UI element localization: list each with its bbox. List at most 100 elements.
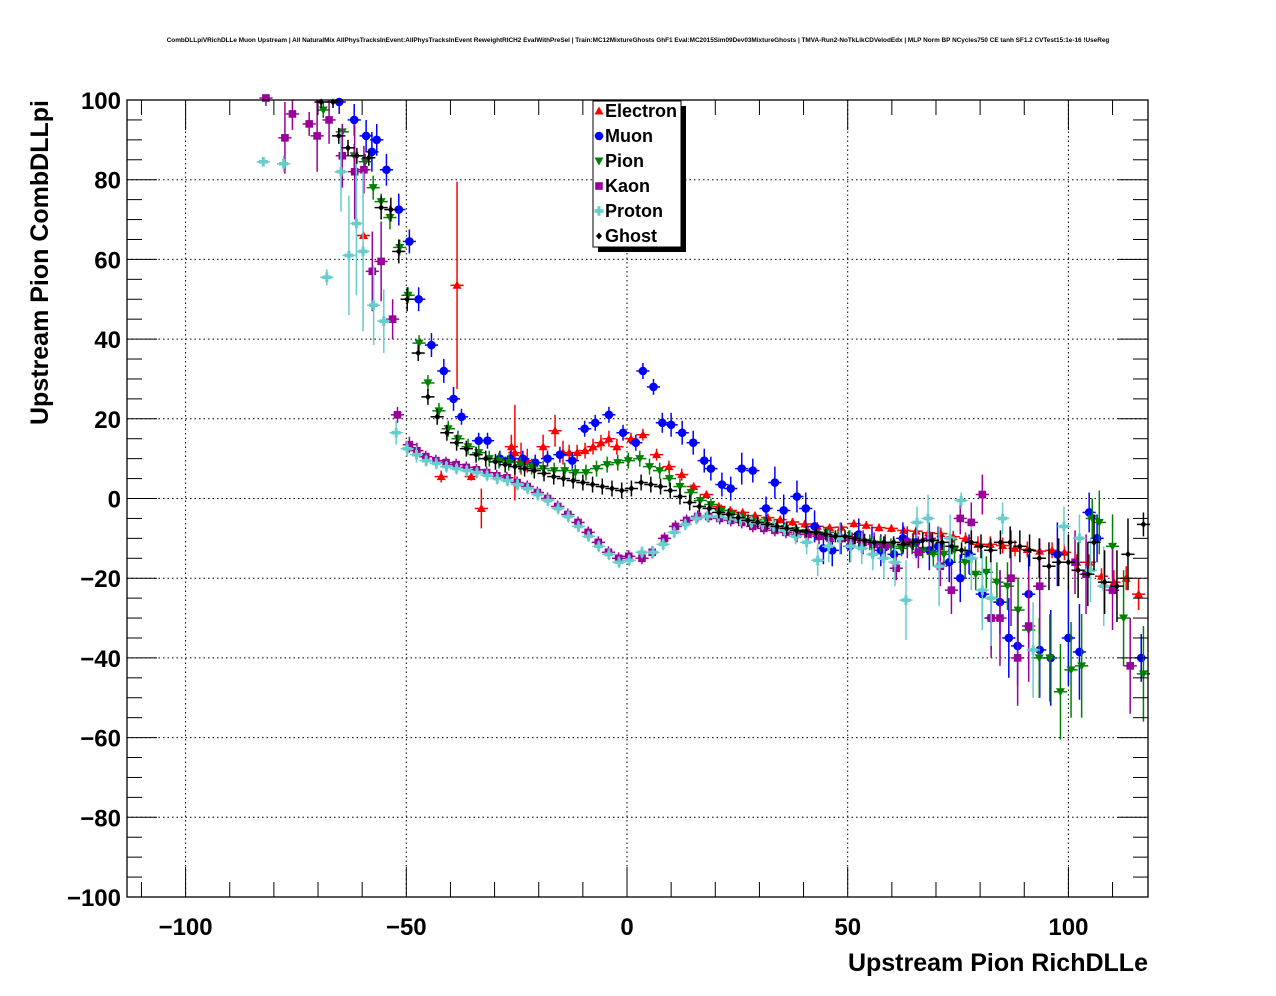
kaon-marker <box>967 518 976 527</box>
pion-marker <box>403 291 413 300</box>
proton-point <box>377 289 391 354</box>
y-tick-label: 100 <box>81 88 121 115</box>
ghost-marker <box>958 546 965 554</box>
proton-point <box>500 474 514 487</box>
x-tick-label: 50 <box>834 914 861 941</box>
electron-marker <box>538 442 548 451</box>
ghost-marker <box>365 154 372 162</box>
ghost-point <box>906 534 920 551</box>
proton-marker <box>543 495 553 506</box>
y-tick-label: 0 <box>108 487 121 514</box>
ghost-marker <box>861 536 868 544</box>
pion-point <box>421 374 435 391</box>
electron-point <box>897 525 911 535</box>
pion-point <box>412 335 426 352</box>
proton-marker <box>482 470 492 481</box>
legend-marker-proton <box>594 206 604 216</box>
pion-marker <box>443 425 453 434</box>
ghost-marker <box>1124 550 1131 558</box>
pion-point <box>579 464 593 481</box>
ghost-point <box>974 534 988 559</box>
muon-marker <box>349 115 359 125</box>
ghost-marker <box>706 504 713 512</box>
electron-point <box>536 434 550 459</box>
electron-point <box>610 438 624 455</box>
proton-marker <box>945 533 955 544</box>
kaon-marker <box>956 514 965 523</box>
ghost-marker <box>531 467 538 475</box>
pion-marker <box>1034 654 1044 663</box>
ghost-marker <box>725 510 732 518</box>
kaon-marker <box>978 490 987 499</box>
pion-marker <box>1077 662 1087 671</box>
kaon-marker <box>262 94 270 102</box>
proton-marker <box>813 555 823 566</box>
pion-marker <box>423 379 433 388</box>
ghost-point <box>770 520 784 533</box>
ghost-point <box>498 456 512 473</box>
electron-point <box>602 430 616 447</box>
muon-marker <box>706 464 716 473</box>
proton-point <box>1083 538 1098 603</box>
proton-point <box>561 510 575 523</box>
pion-point <box>316 101 330 118</box>
ghost-point <box>721 508 736 521</box>
pion-marker <box>602 461 612 470</box>
proton-point <box>822 530 836 563</box>
legend-marker-muon <box>594 131 604 141</box>
muon-point <box>446 386 461 411</box>
kaon-marker <box>313 132 321 140</box>
proton-marker <box>724 513 734 524</box>
legend-marker-pion <box>594 157 604 166</box>
ghost-marker <box>1101 578 1108 586</box>
proton-point <box>689 512 703 525</box>
y-tick-label: 60 <box>94 247 121 274</box>
proton-point <box>389 420 403 445</box>
electron-point <box>996 537 1010 554</box>
ghost-marker <box>560 475 567 483</box>
kaon-marker <box>325 116 333 124</box>
pion-point <box>611 454 625 471</box>
legend-label: Electron <box>605 101 677 121</box>
proton-marker <box>391 427 401 438</box>
electron-marker <box>588 442 598 451</box>
proton-point <box>602 548 616 561</box>
ghost-marker <box>1055 558 1062 566</box>
legend-entry-pion: Pion <box>594 151 644 171</box>
pion-marker <box>581 469 591 478</box>
ghost-point <box>731 511 745 524</box>
electron-marker <box>580 446 590 455</box>
series-pion <box>316 101 1151 740</box>
muon-point <box>1061 590 1075 686</box>
proton-marker <box>977 585 987 595</box>
kaon-marker <box>368 267 377 276</box>
electron-marker <box>874 523 884 532</box>
ghost-marker <box>404 295 411 303</box>
muon-marker <box>761 504 771 513</box>
pion-point <box>1116 570 1131 666</box>
pion-point <box>1064 622 1078 718</box>
proton-marker <box>998 513 1008 524</box>
muon-point <box>746 458 760 483</box>
electron-marker <box>1084 557 1094 566</box>
legend-label: Ghost <box>605 226 657 246</box>
muon-marker <box>955 573 965 583</box>
ghost-point <box>411 345 425 362</box>
muon-marker <box>604 410 614 420</box>
muon-point <box>454 408 469 425</box>
proton-marker <box>868 549 878 560</box>
series-ghost <box>314 98 1151 623</box>
muon-point <box>942 542 956 583</box>
kaon-marker <box>388 315 397 323</box>
ghost-marker <box>521 465 528 473</box>
muon-marker <box>801 504 811 513</box>
proton-point <box>622 554 636 567</box>
proton-point <box>1072 514 1087 563</box>
ghost-point <box>644 476 658 493</box>
proton-point <box>932 526 946 607</box>
electron-marker <box>596 438 606 447</box>
proton-marker <box>421 455 431 466</box>
pion-marker <box>655 467 665 476</box>
electron-marker <box>701 490 711 499</box>
ghost-marker <box>453 439 460 447</box>
